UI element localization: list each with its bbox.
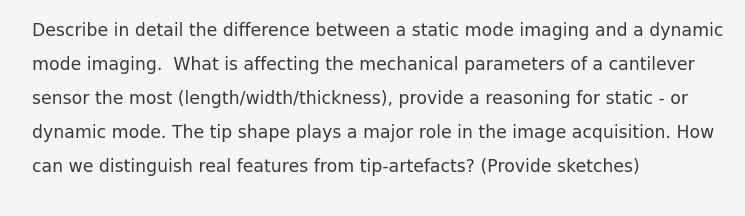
Text: Describe in detail the difference between a static mode imaging and a dynamic: Describe in detail the difference betwee… <box>32 22 723 40</box>
Text: sensor the most (length/width/thickness), provide a reasoning for static - or: sensor the most (length/width/thickness)… <box>32 90 688 108</box>
Text: mode imaging.  What is affecting the mechanical parameters of a cantilever: mode imaging. What is affecting the mech… <box>32 56 695 74</box>
Text: can we distinguish real features from tip-artefacts? (Provide sketches): can we distinguish real features from ti… <box>32 158 640 176</box>
Text: dynamic mode. The tip shape plays a major role in the image acquisition. How: dynamic mode. The tip shape plays a majo… <box>32 124 714 142</box>
